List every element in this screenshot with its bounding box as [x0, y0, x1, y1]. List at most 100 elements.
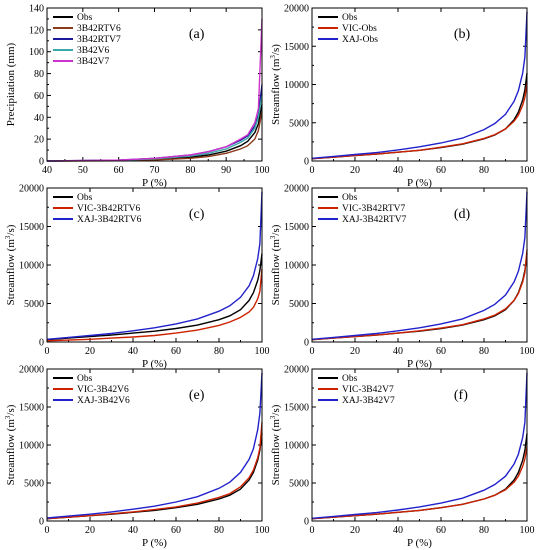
- y-tick-label: 0: [304, 517, 309, 528]
- series-line-vic-3b42rtv7: [311, 249, 528, 341]
- x-tick-label: 100: [520, 346, 535, 357]
- legend-entry: VIC-3B42V6: [77, 385, 129, 395]
- y-tick-label: 20000: [284, 184, 309, 195]
- x-axis-label: P (%): [142, 177, 167, 189]
- series-line-vic-obs: [311, 82, 528, 160]
- x-axis-label: P (%): [142, 358, 167, 370]
- y-tick-label: 15000: [19, 222, 44, 233]
- legend-entry: VIC-3B42RTV7: [342, 204, 406, 214]
- y-tick-label: 10000: [284, 441, 309, 452]
- x-axis-label: P (%): [407, 358, 432, 370]
- legend-entry: Obs: [77, 193, 93, 203]
- y-tick-label: 0: [304, 338, 309, 349]
- legend-entry: Obs: [77, 13, 93, 23]
- series-line-3b42v6: [46, 95, 263, 162]
- y-tick-label: 80: [34, 69, 44, 80]
- y-axis-label: Streamflow (m3/s): [269, 224, 282, 305]
- y-tick-label: 20000: [19, 365, 44, 376]
- plot-frame: [46, 368, 263, 522]
- x-tick-label: 80: [479, 165, 489, 176]
- x-tick-label: 20: [350, 525, 360, 536]
- panel-label: (d): [454, 207, 471, 222]
- x-tick-label: 60: [436, 525, 446, 536]
- series-line-obs: [311, 433, 528, 520]
- plot-frame: [311, 368, 528, 522]
- y-tick-label: 120: [29, 25, 44, 36]
- x-tick-label: 20: [85, 346, 95, 357]
- x-tick-label: 80: [479, 346, 489, 357]
- y-tick-label: 10000: [19, 441, 44, 452]
- panel-label: (b): [454, 27, 471, 42]
- series-line-xaj-3b42v6: [46, 372, 263, 519]
- y-axis-label: Streamflow (m3/s): [4, 404, 17, 485]
- legend-entry: VIC-3B42V7: [342, 385, 394, 395]
- y-axis-label: Streamflow (m3/s): [269, 404, 282, 485]
- y-tick-label: 5000: [24, 299, 44, 310]
- legend-entry: VIC-3B42RTV6: [77, 204, 141, 214]
- panel-label: (f): [454, 388, 468, 403]
- series-line-xaj-3b42v7: [311, 372, 528, 519]
- chart-panel-e: 0 20 40 60 80 100 0 5000 10000 15000 20000 P (%) Str…: [4, 365, 270, 550]
- y-tick-label: 60: [34, 91, 44, 102]
- panel-label: (e): [189, 388, 205, 403]
- plot-frame: [311, 7, 528, 162]
- legend-entry: 3B42V6: [77, 46, 109, 56]
- x-tick-label: 40: [393, 346, 403, 357]
- x-tick-label: 80: [185, 165, 195, 176]
- legend-entry: XAJ-Obs: [342, 35, 378, 45]
- x-tick-label: 0: [310, 165, 315, 176]
- y-tick-label: 140: [29, 4, 44, 15]
- x-tick-label: 0: [45, 525, 50, 536]
- legend-entry: XAJ-3B42RTV6: [77, 215, 142, 225]
- series-line-vic-3b42rtv6: [46, 268, 263, 342]
- y-tick-label: 0: [39, 157, 44, 168]
- y-tick-label: 10000: [19, 261, 44, 272]
- legend-entry: XAJ-3B42V7: [342, 396, 395, 406]
- y-tick-label: 40: [34, 113, 44, 124]
- y-tick-label: 10000: [284, 261, 309, 272]
- y-tick-label: 15000: [284, 42, 309, 53]
- y-axis-label: Streamflow (m3/s): [269, 44, 282, 125]
- chart-panel-f: 0 20 40 60 80 100 0 5000 10000 15000 20000 P (%) Str…: [269, 365, 535, 550]
- x-tick-label: 100: [255, 525, 270, 536]
- series-line-3b42v7: [46, 18, 263, 162]
- x-axis-label: P (%): [142, 537, 167, 549]
- y-tick-label: 20: [34, 135, 44, 146]
- x-tick-label: 0: [310, 525, 315, 536]
- chart-panel-d: 0 20 40 60 80 100 0 5000 10000 15000 20000 P (%) Str…: [269, 184, 535, 371]
- x-axis-label: P (%): [407, 177, 432, 189]
- legend-entry: 3B42RTV7: [77, 35, 121, 45]
- legend-entry: 3B42V7: [77, 57, 109, 67]
- x-tick-label: 40: [42, 165, 52, 176]
- x-tick-label: 20: [350, 346, 360, 357]
- y-tick-label: 20000: [284, 365, 309, 376]
- y-tick-label: 15000: [284, 222, 309, 233]
- y-tick-label: 0: [304, 157, 309, 168]
- plot-frame: [46, 187, 263, 343]
- series-line-xaj-obs: [311, 11, 528, 159]
- x-tick-label: 80: [214, 346, 224, 357]
- x-tick-label: 40: [393, 165, 403, 176]
- legend-entry: Obs: [342, 374, 358, 384]
- chart-panel-c: 0 20 40 60 80 100 0 5000 10000 15000 20000 P (%) Str…: [4, 184, 270, 371]
- x-tick-label: 40: [128, 525, 138, 536]
- series-line-3b42rtv6: [46, 111, 263, 162]
- chart-panel-a: 40 50 60 70 80 90 100 0 20 40 60 80 100 120 140 P (%) Pr…: [5, 4, 270, 190]
- x-axis-label: P (%): [407, 537, 432, 549]
- x-tick-label: 0: [45, 346, 50, 357]
- series-line-xaj-3b42rtv6: [46, 191, 263, 340]
- y-tick-label: 5000: [289, 118, 309, 129]
- legend-entry: Obs: [342, 13, 358, 23]
- y-axis-label: Streamflow (m3/s): [4, 224, 17, 305]
- series-line-obs: [311, 72, 528, 160]
- y-tick-label: 15000: [19, 403, 44, 414]
- x-tick-label: 80: [214, 525, 224, 536]
- y-tick-label: 0: [39, 338, 44, 349]
- panel-label: (a): [189, 27, 205, 42]
- y-tick-label: 0: [39, 517, 44, 528]
- series-line-obs: [311, 253, 528, 341]
- y-tick-label: 10000: [284, 80, 309, 91]
- y-tick-label: 5000: [289, 479, 309, 490]
- x-tick-label: 60: [171, 346, 181, 357]
